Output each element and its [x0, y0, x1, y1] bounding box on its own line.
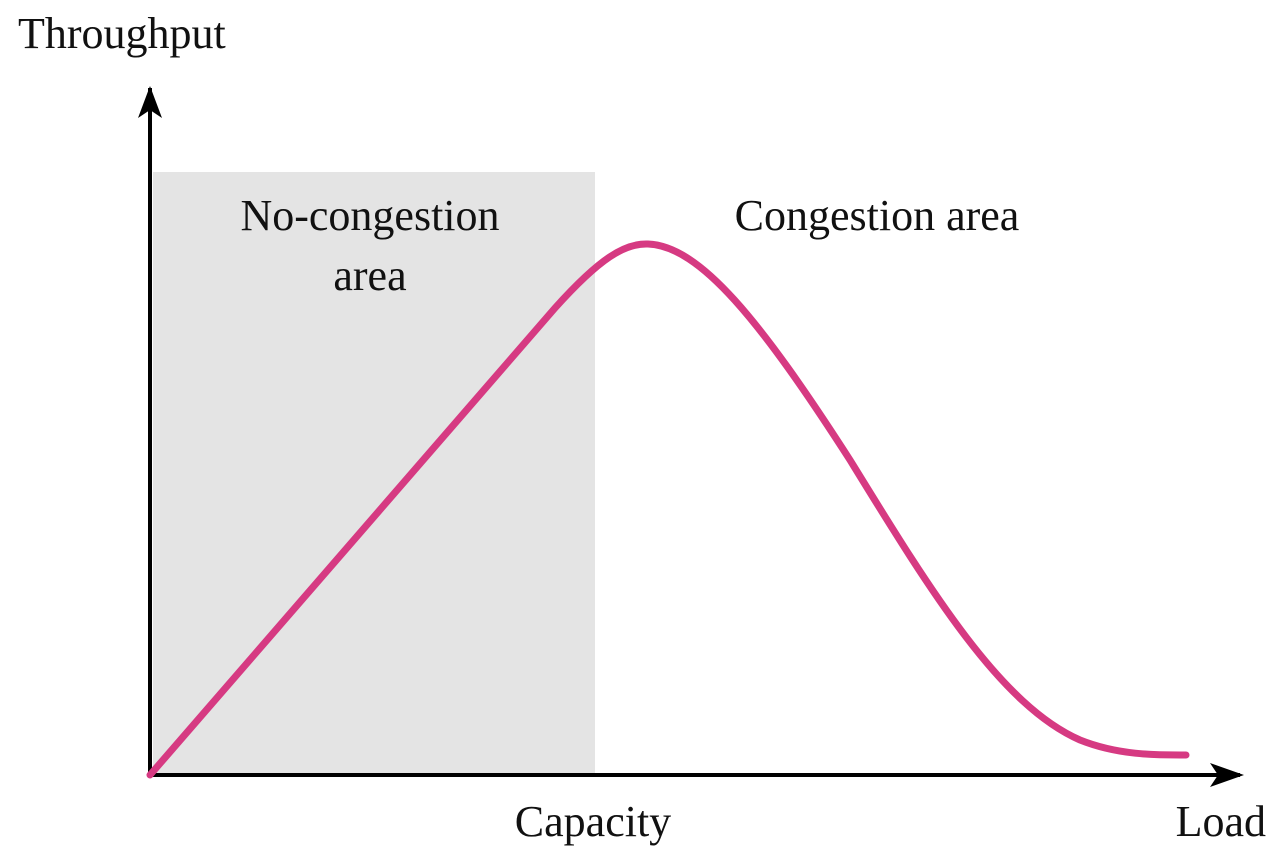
- x-axis-arrow: [1210, 763, 1244, 787]
- region-label: No-congestion: [240, 191, 499, 240]
- x-axis-label: Load: [1176, 797, 1266, 846]
- capacity-label: Capacity: [515, 797, 671, 846]
- throughput-curve: [146, 240, 1190, 779]
- y-axis-label: Throughput: [18, 9, 226, 58]
- no-congestion-region: [153, 172, 595, 775]
- region-label: Congestion area: [735, 191, 1020, 240]
- region-label: area: [333, 251, 406, 300]
- y-axis-arrow: [138, 86, 162, 118]
